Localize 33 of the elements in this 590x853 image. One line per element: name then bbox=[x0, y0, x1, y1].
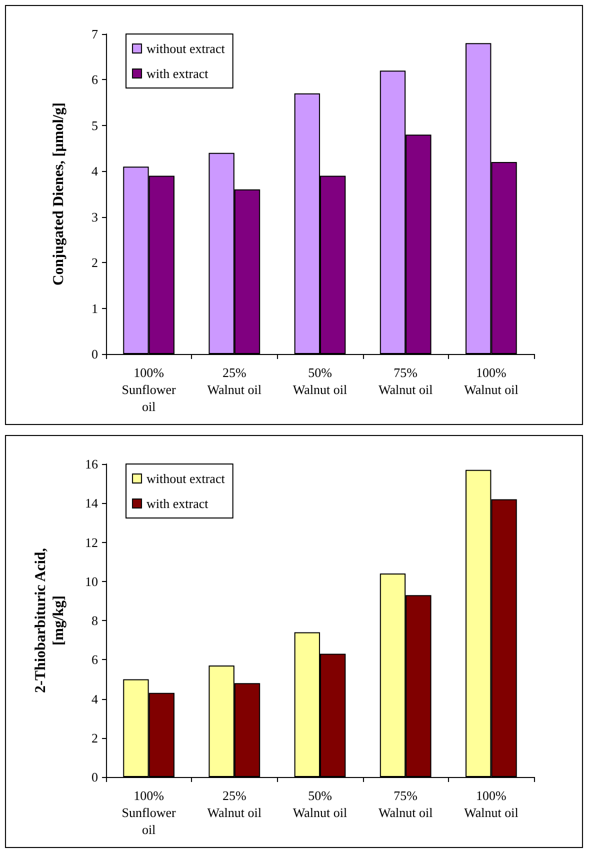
legend-label: with extract bbox=[146, 496, 209, 511]
legend-label: without extract bbox=[146, 471, 226, 486]
y-tick-label: 2 bbox=[92, 730, 98, 746]
y-tick-label: 10 bbox=[85, 574, 98, 589]
y-tick-label: 0 bbox=[92, 770, 98, 784]
y-tick-label: 4 bbox=[92, 691, 98, 706]
y-tick-label: 3 bbox=[92, 209, 98, 224]
y-axis-title: 2-Thiobarbituric Acid, [mg/kg] bbox=[33, 548, 67, 694]
x-tick-label: 100% Sunflower oil bbox=[122, 788, 177, 837]
x-tick-label: 50% Walnut oil bbox=[292, 788, 348, 820]
x-tick-label: 100% Walnut oil bbox=[464, 788, 519, 820]
x-tick-label: 75% Walnut oil bbox=[378, 788, 434, 820]
y-tick-label: 7 bbox=[92, 26, 98, 42]
y-tick-label: 8 bbox=[92, 613, 98, 628]
legend-label: without extract bbox=[146, 41, 226, 56]
legend-label: with extract bbox=[146, 66, 209, 81]
y-axis-title: Conjugated Dienes, [μmol/g] bbox=[51, 102, 67, 286]
x-tick-label: 25% Walnut oil bbox=[207, 788, 262, 820]
y-tick-label: 12 bbox=[85, 534, 98, 550]
y-tick-label: 0 bbox=[92, 346, 98, 362]
x-tick-label: 25% Walnut oil bbox=[207, 365, 262, 397]
y-tick-label: 6 bbox=[92, 72, 98, 88]
x-tick-label: 100% Sunflower oil bbox=[122, 365, 177, 414]
x-tick-label: 100% Walnut oil bbox=[464, 365, 519, 397]
y-tick-label: 16 bbox=[85, 456, 98, 472]
y-tick-label: 5 bbox=[92, 118, 98, 133]
y-tick-label: 6 bbox=[92, 652, 98, 668]
x-tick-label: 75% Walnut oil bbox=[378, 365, 434, 397]
y-tick-label: 14 bbox=[85, 496, 98, 511]
y-tick-label: 2 bbox=[92, 255, 98, 270]
y-tick-label: 1 bbox=[92, 300, 98, 316]
x-tick-label: 50% Walnut oil bbox=[292, 365, 348, 397]
y-tick-label: 4 bbox=[92, 164, 98, 179]
